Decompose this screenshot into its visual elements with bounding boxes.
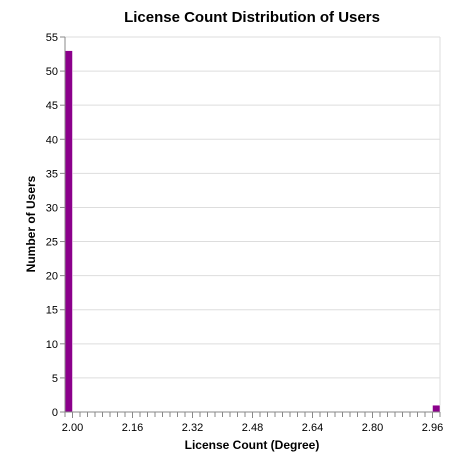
- x-tick-label: 2.96: [422, 422, 443, 434]
- histogram-bar: [64, 50, 73, 413]
- y-tick-label: 30: [46, 202, 58, 214]
- x-tick-label: 2.16: [122, 422, 143, 434]
- y-tick-label: 55: [46, 32, 58, 44]
- x-tick-label: 2.80: [362, 422, 383, 434]
- x-axis-title: License Count (Degree): [185, 438, 320, 452]
- histogram-bar: [432, 404, 441, 413]
- gridlines: [65, 36, 441, 413]
- y-axis-title: Number of Users: [24, 175, 38, 272]
- y-tick-label: 15: [46, 305, 58, 317]
- y-tick-label: 50: [46, 66, 58, 78]
- y-tick-label: 20: [46, 271, 58, 283]
- y-tick-label: 5: [52, 373, 58, 385]
- y-tick-label: 35: [46, 168, 58, 180]
- y-tick-label: 0: [52, 407, 58, 419]
- x-tick-label: 2.32: [182, 422, 203, 434]
- x-tick-label: 2.00: [62, 422, 83, 434]
- x-tick-label: 2.48: [242, 422, 263, 434]
- chart-title: License Count Distribution of Users: [124, 9, 380, 26]
- y-tick-label: 45: [46, 100, 58, 112]
- x-tick-label: 2.64: [302, 422, 323, 434]
- y-tick-label: 25: [46, 237, 58, 249]
- axes: 0 5 10 15 20 25 30 35 40 45 50 55 2.00 2.16 2.32 2.48 2.…: [46, 32, 443, 434]
- y-tick-label: 40: [46, 134, 58, 146]
- y-tick-label: 10: [46, 339, 58, 351]
